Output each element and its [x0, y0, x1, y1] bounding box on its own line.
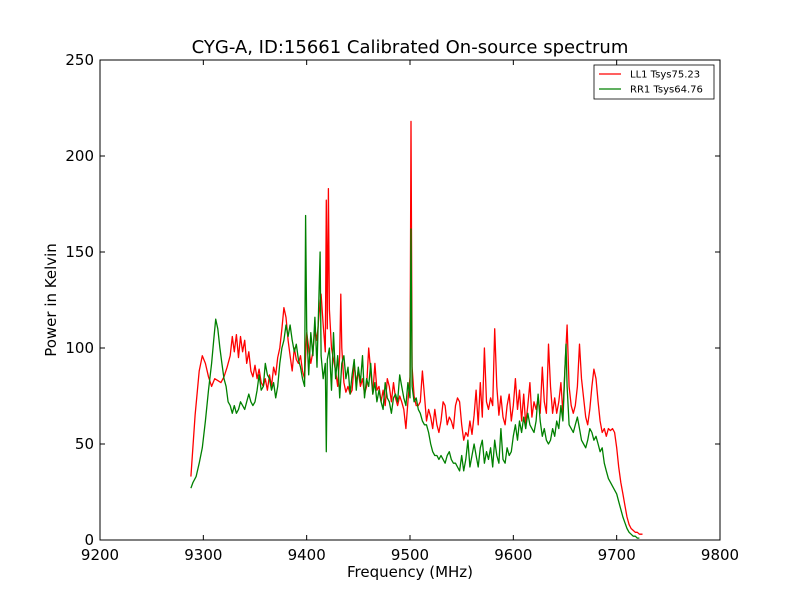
series-line-1 [190, 120, 643, 535]
x-tick-label: 9500 [391, 546, 429, 564]
ticks-layer: 9200 9300 9400 9500 9600 9700 9800 0 50 100 150 200… [65, 51, 739, 564]
x-tick-label: 9400 [288, 546, 326, 564]
legend: LL1 Tsys75.23 RR1 Tsys64.76 [593, 64, 715, 100]
x-tick-label: 9300 [184, 546, 222, 564]
series-line-2 [190, 214, 640, 539]
y-tick-label: 100 [65, 339, 94, 357]
y-tick-label: 150 [65, 243, 94, 261]
y-tick-label: 0 [84, 531, 94, 549]
x-tick-label: 9200 [81, 546, 119, 564]
x-axis-label: Frequency (MHz) [347, 563, 473, 581]
legend-label-2: RR1 Tsys64.76 [630, 85, 703, 96]
legend-label-1: LL1 Tsys75.23 [630, 70, 700, 81]
legend-box [593, 64, 715, 100]
y-axis-label: Power in Kelvin [42, 243, 60, 357]
x-tick-label: 9700 [598, 546, 636, 564]
y-tick-label: 250 [65, 51, 94, 69]
chart-title: CYG-A, ID:15661 Calibrated On-source spe… [192, 37, 629, 58]
x-tick-label: 9800 [701, 546, 739, 564]
x-tick-label: 9600 [494, 546, 532, 564]
y-tick-label: 50 [75, 435, 94, 453]
y-tick-label: 200 [65, 147, 94, 165]
series-layer [190, 120, 643, 539]
